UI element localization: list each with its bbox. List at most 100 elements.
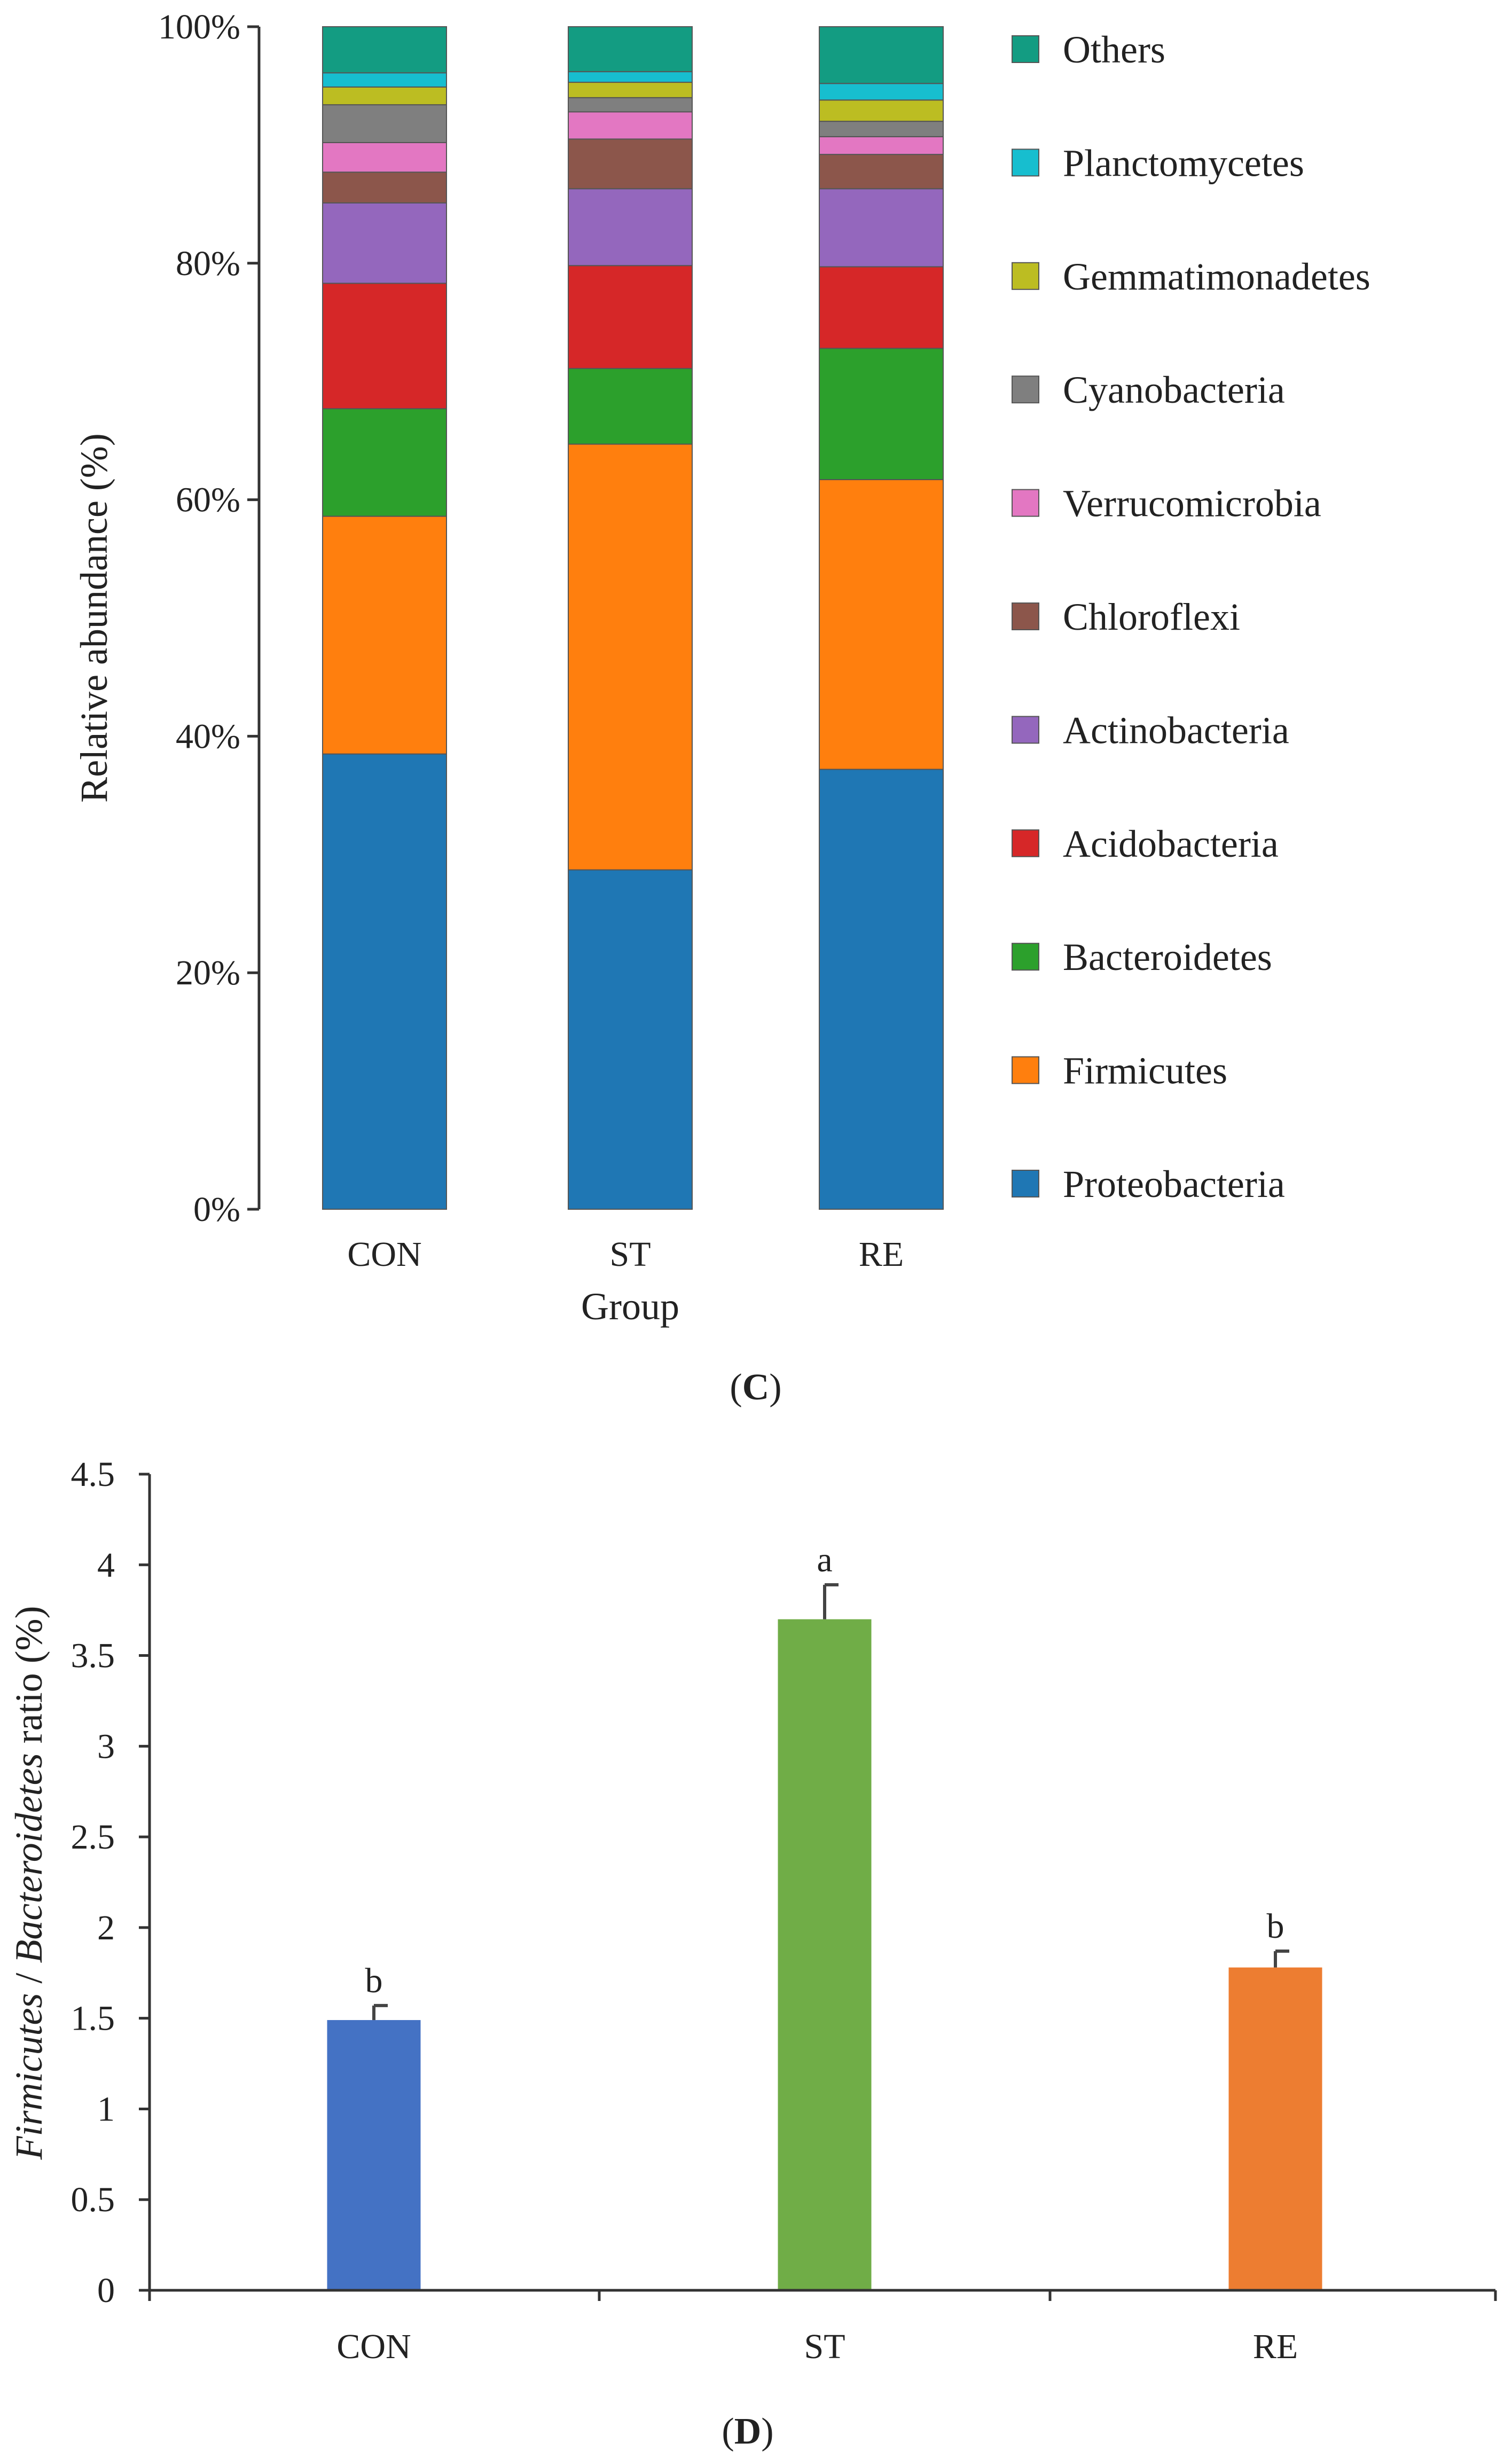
bar-segment-st-proteobacteria	[568, 869, 693, 1210]
y-tick-label: 20%	[176, 953, 240, 992]
legend-label: Acidobacteria	[1063, 823, 1279, 865]
bar-segment-re-chloroflexi	[819, 154, 944, 190]
legend-label: Gemmatimonadetes	[1063, 255, 1370, 298]
x-axis-ticks: CON ST RE	[347, 1235, 904, 1274]
ratio-bar-re	[1228, 1967, 1322, 2290]
ratio-bars: b a b	[327, 1540, 1322, 2290]
y-tick-label: 2.5	[71, 1818, 115, 1857]
bar-segment-con-proteobacteria	[322, 753, 447, 1210]
bar-segment-re-planctomycetes	[819, 83, 944, 101]
legend-label: Firmicutes	[1063, 1050, 1227, 1092]
legend: Others Planctomycetes Gemmatimonadetes Cyan…	[1012, 28, 1370, 1205]
bar-segment-re-firmicutes	[819, 479, 944, 770]
y-tick-label: 100%	[158, 7, 240, 46]
legend-label: Verrucomicrobia	[1063, 482, 1321, 525]
legend-label: Others	[1063, 28, 1165, 71]
legend-label: Actinobacteria	[1063, 709, 1289, 752]
legend-swatch	[1012, 148, 1039, 177]
bar-segment-con-verrucomicrobia	[322, 142, 447, 173]
stacked-bars	[322, 26, 944, 1210]
bar-segment-con-others	[322, 26, 447, 74]
legend-item-actinobacteria: Actinobacteria	[1012, 709, 1289, 752]
ratio-bar-st	[778, 1619, 872, 2290]
legend-swatch	[1012, 35, 1039, 63]
legend-label: Cyanobacteria	[1063, 369, 1285, 411]
y-tick-label: 4	[97, 1546, 115, 1585]
legend-label: Bacteroidetes	[1063, 936, 1272, 978]
y-tick-label: 1.5	[71, 1999, 115, 2038]
bar-segment-re-acidobacteria	[819, 266, 944, 349]
x-tick-label-re: RE	[1253, 2327, 1298, 2366]
panel-label-d: (D)	[722, 2411, 773, 2452]
bar-segment-con-gemmatimonadetes	[322, 86, 447, 106]
legend-item-firmicutes: Firmicutes	[1012, 1050, 1227, 1092]
bar-segment-re-proteobacteria	[819, 769, 944, 1210]
legend-label: Proteobacteria	[1063, 1163, 1285, 1205]
bar-segment-con-planctomycetes	[322, 72, 447, 88]
y-tick-label: 60%	[176, 481, 240, 520]
x-axis-ticks: CON ST RE	[148, 2290, 1497, 2366]
y-tick-label: 3.5	[71, 1637, 115, 1676]
x-tick-label-st: ST	[609, 1235, 651, 1274]
y-axis-title: Firmicutes / Bacteroidetes ratio (%)	[7, 1606, 50, 2160]
bar-segment-re-actinobacteria	[819, 188, 944, 268]
legend-swatch	[1012, 602, 1039, 630]
significance-letter-re: b	[1267, 1907, 1284, 1946]
legend-item-cyanobacteria: Cyanobacteria	[1012, 369, 1285, 411]
y-tick-label: 0%	[193, 1190, 240, 1229]
legend-swatch	[1012, 262, 1039, 290]
bar-segment-st-bacteroidetes	[568, 367, 693, 445]
bar-segment-con-bacteroidetes	[322, 408, 447, 517]
y-tick-label: 40%	[176, 717, 240, 756]
y-axis-ticks: 0% 20% 40% 60% 80% 100%	[158, 7, 259, 1229]
legend-label: Planctomycetes	[1063, 142, 1304, 184]
y-tick-label: 0.5	[71, 2180, 115, 2219]
y-axis-title: Relative abundance (%)	[73, 433, 115, 803]
stacked-bar-chart-panel: 0% 20% 40% 60% 80% 100% CON ST RE Relative abun…	[73, 7, 1370, 1408]
legend-swatch	[1012, 943, 1039, 971]
bar-segment-con-actinobacteria	[322, 202, 447, 284]
legend-item-gemmatimonadetes: Gemmatimonadetes	[1012, 255, 1370, 298]
ratio-bar-con	[327, 2020, 421, 2290]
bar-segment-st-actinobacteria	[568, 188, 693, 267]
bar-segment-st-verrucomicrobia	[568, 111, 693, 140]
y-tick-label: 0	[97, 2271, 115, 2310]
bar-segment-re-others	[819, 26, 944, 84]
panel-label-c: (C)	[730, 1367, 781, 1408]
legend-swatch	[1012, 829, 1039, 857]
legend-label: Chloroflexi	[1063, 596, 1240, 638]
bar-segment-st-planctomycetes	[568, 71, 693, 83]
bar-segment-con-firmicutes	[322, 515, 447, 755]
y-axis-ticks: 0 0.5 1 1.5 2 2.5 3 3.5 4 4.5	[71, 1455, 150, 2310]
legend-swatch	[1012, 716, 1039, 744]
legend-item-bacteroidetes: Bacteroidetes	[1012, 936, 1272, 978]
bar-segment-re-verrucomicrobia	[819, 136, 944, 155]
bar-segment-st-gemmatimonadetes	[568, 82, 693, 98]
y-tick-label: 2	[97, 1908, 115, 1947]
legend-swatch	[1012, 489, 1039, 517]
bar-segment-con-cyanobacteria	[322, 104, 447, 143]
bar-segment-st-acidobacteria	[568, 265, 693, 369]
y-tick-label: 80%	[176, 244, 240, 283]
bar-segment-con-chloroflexi	[322, 171, 447, 203]
legend-item-others: Others	[1012, 28, 1165, 71]
ratio-bar-chart-panel: b a b 0 0.5 1 1.5 2 2.5 3 3.5 4 4.5 CON ST RE Firmicu…	[7, 1455, 1497, 2452]
legend-swatch	[1012, 375, 1039, 404]
legend-item-planctomycetes: Planctomycetes	[1012, 142, 1304, 184]
y-tick-label: 3	[97, 1727, 115, 1766]
bar-segment-st-chloroflexi	[568, 138, 693, 190]
bar-segment-re-cyanobacteria	[819, 121, 944, 137]
legend-item-acidobacteria: Acidobacteria	[1012, 823, 1279, 865]
bar-segment-st-others	[568, 26, 693, 73]
legend-item-verrucomicrobia: Verrucomicrobia	[1012, 482, 1321, 525]
x-tick-label-con: CON	[336, 2327, 411, 2366]
legend-swatch	[1012, 1170, 1039, 1197]
bar-segment-con-acidobacteria	[322, 283, 447, 410]
legend-item-proteobacteria: Proteobacteria	[1012, 1163, 1285, 1205]
bar-segment-re-bacteroidetes	[819, 348, 944, 480]
y-tick-label: 1	[97, 2089, 115, 2128]
significance-letter-st: a	[817, 1540, 832, 1579]
legend-item-chloroflexi: Chloroflexi	[1012, 596, 1240, 638]
bar-segment-re-gemmatimonadetes	[819, 99, 944, 122]
